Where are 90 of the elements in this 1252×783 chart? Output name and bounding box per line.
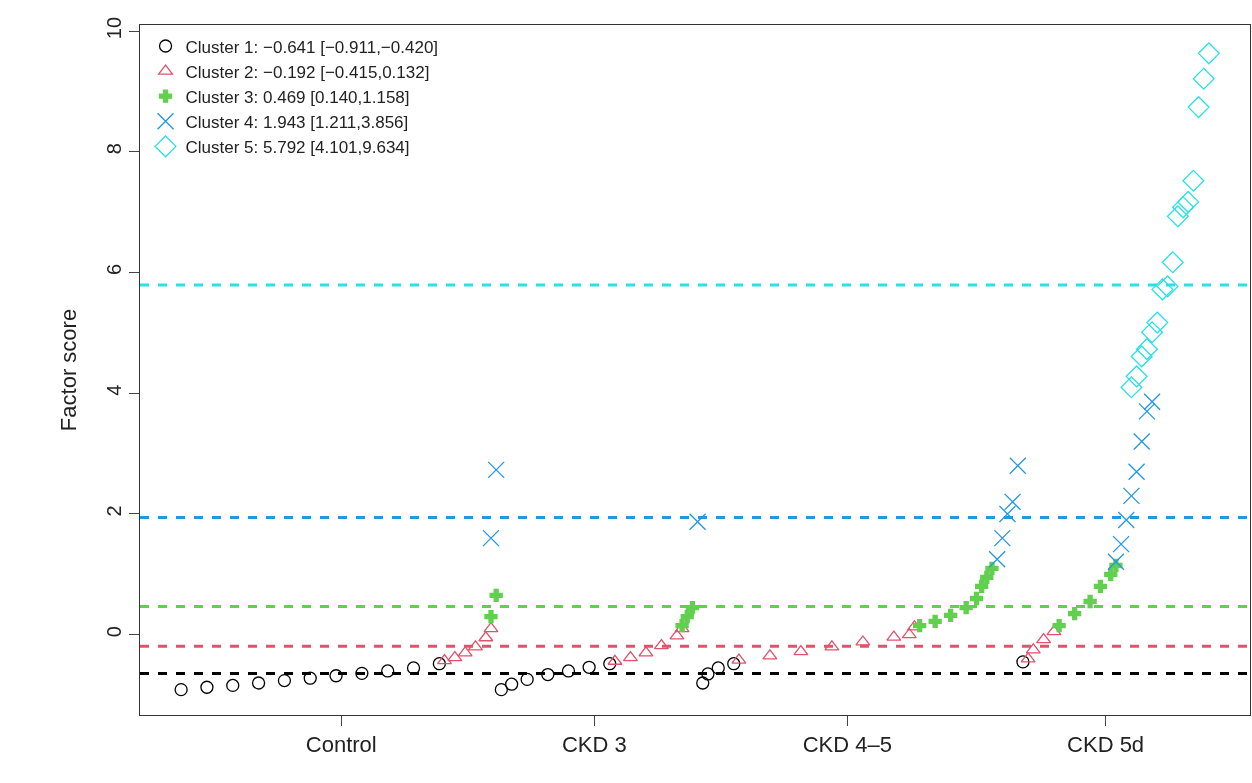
point [381, 664, 395, 678]
legend-label: Cluster 2: −0.192 [−0.415,0.132] [185, 62, 430, 82]
y-axis-title: Factor score [55, 308, 81, 432]
point [1197, 42, 1220, 65]
point [561, 664, 576, 678]
legend-label: Cluster 3: 0.469 [0.140,1.158] [185, 87, 410, 107]
point [913, 619, 927, 633]
point [1003, 493, 1022, 511]
point [696, 676, 710, 690]
point [1161, 251, 1184, 274]
point [582, 660, 596, 674]
point [1135, 338, 1158, 361]
point [1083, 594, 1097, 609]
point [1122, 487, 1141, 505]
point [432, 657, 446, 671]
point [688, 513, 707, 531]
point [303, 671, 317, 685]
point [1172, 196, 1195, 219]
point [1036, 632, 1052, 644]
point [603, 657, 617, 671]
point [974, 579, 989, 594]
point [1143, 393, 1161, 411]
point [1107, 553, 1125, 571]
point [174, 683, 188, 697]
y-tick-label: 6 [103, 263, 125, 276]
point [685, 600, 700, 615]
point [711, 661, 725, 675]
point [793, 644, 809, 656]
point [1151, 278, 1174, 301]
point [200, 680, 214, 694]
legend-label: Cluster 4: 1.943 [1.211,3.856] [185, 112, 409, 132]
point [701, 667, 715, 681]
point [1133, 432, 1151, 451]
point [505, 677, 519, 691]
point [1120, 376, 1143, 399]
point [1146, 311, 1169, 334]
point [1052, 619, 1066, 633]
x-tick-label: CKD 4–5 [802, 732, 892, 758]
point [1166, 205, 1189, 228]
y-tick-label: 2 [103, 505, 125, 517]
point [1182, 169, 1205, 192]
point [1067, 606, 1082, 621]
point [969, 591, 984, 606]
point [680, 609, 694, 624]
x-tick-label: Control [305, 732, 377, 758]
y-tick-label: 10 [103, 16, 125, 40]
point [277, 673, 292, 688]
point [1127, 463, 1146, 481]
point [541, 667, 555, 682]
point [489, 588, 503, 603]
point [355, 666, 369, 680]
point [1093, 579, 1108, 594]
point [727, 657, 741, 671]
point [1130, 345, 1153, 368]
point [980, 570, 994, 585]
legend-label: Cluster 1: −0.641 [−0.911,−0.420] [185, 37, 439, 57]
point [484, 609, 498, 624]
point [993, 529, 1011, 547]
point [406, 661, 421, 675]
point [482, 529, 500, 547]
legend-label: Cluster 5: 5.792 [4.101,9.634] [185, 138, 410, 158]
point [1192, 67, 1215, 90]
y-tick-label: 0 [103, 626, 125, 638]
point [998, 505, 1017, 523]
point [959, 600, 973, 615]
point [1177, 190, 1200, 213]
point [1112, 535, 1130, 553]
point [928, 614, 942, 629]
point [487, 461, 505, 479]
point [1187, 96, 1210, 119]
point [1125, 365, 1148, 388]
y-tick-label: 8 [103, 143, 125, 155]
point [226, 678, 240, 693]
point [1156, 275, 1179, 298]
point [520, 672, 534, 687]
point [1104, 567, 1118, 581]
point [1117, 511, 1135, 529]
point [494, 683, 508, 697]
point [329, 669, 343, 683]
point [653, 638, 670, 650]
point [1016, 655, 1030, 669]
point [1009, 457, 1027, 475]
point [251, 676, 266, 690]
x-tick-label: CKD 3 [561, 732, 627, 758]
y-tick-label: 4 [103, 384, 125, 396]
x-tick-label: CKD 5d [1067, 732, 1145, 758]
point [944, 608, 958, 623]
point [1141, 321, 1164, 344]
point [1138, 402, 1156, 420]
point [988, 550, 1006, 568]
